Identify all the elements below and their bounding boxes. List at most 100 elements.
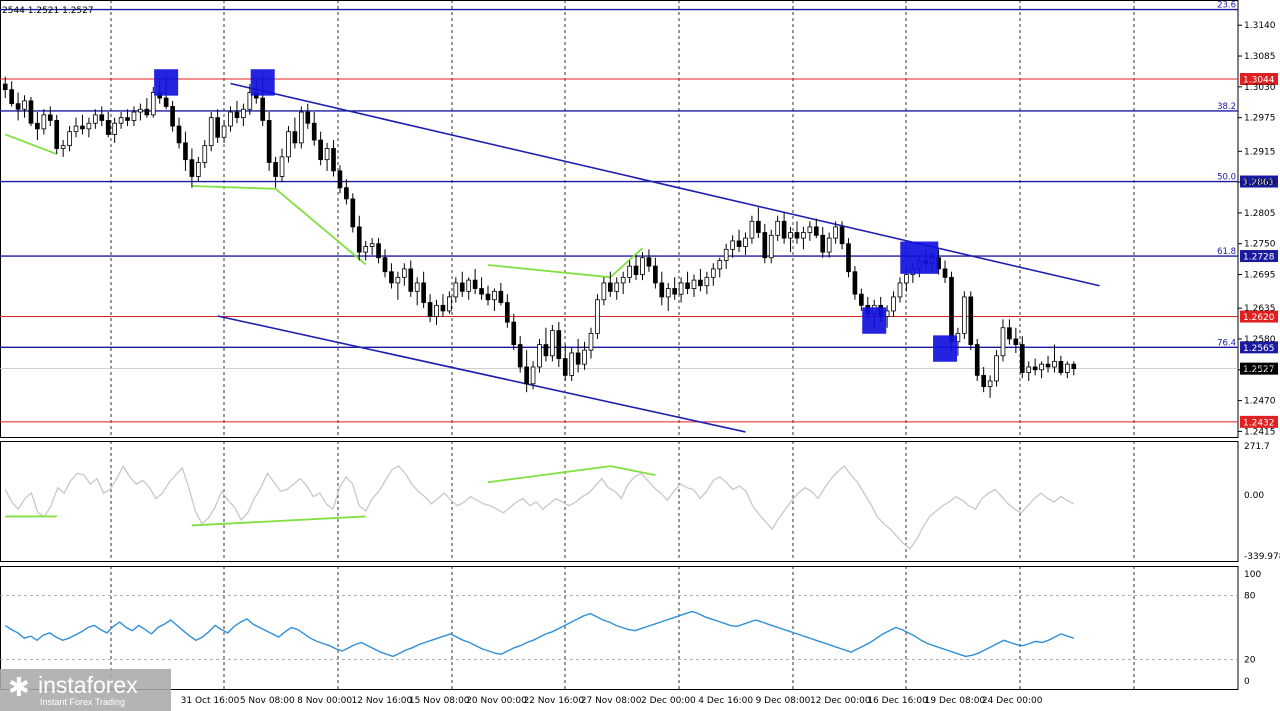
candle-body (653, 265, 658, 284)
candle-body (768, 234, 774, 259)
candle-body (286, 131, 291, 158)
candle-body (221, 125, 227, 138)
candle-body (691, 279, 697, 289)
candle-body (344, 187, 349, 200)
time-axis-label: 9 Dec 08:00 (756, 696, 811, 706)
price-tick-label: 1.3140 (1244, 21, 1276, 31)
logo-tagline: Instant Forex Trading (40, 697, 126, 707)
divergence-line (4, 133, 58, 155)
candle-body (22, 100, 27, 110)
candle-body (762, 232, 768, 259)
candle-body (672, 288, 678, 295)
candle-body (949, 276, 954, 343)
candle-body (981, 374, 986, 387)
candle-body (859, 293, 864, 306)
candle-body (369, 243, 375, 247)
candle-body (80, 125, 85, 130)
candle-body (60, 145, 66, 149)
candle-body (202, 145, 208, 163)
candle-body (665, 288, 671, 298)
candle-body (260, 97, 266, 121)
price-tick-label: 1.3030 (1244, 83, 1276, 93)
time-axis-label: 20 Nov 00:00 (466, 696, 527, 706)
candle-body (749, 220, 755, 239)
cci-divergence-line (191, 515, 366, 527)
candle-body (1039, 363, 1044, 371)
price-tick-label: 1.2860 (1244, 178, 1276, 188)
candle-body (550, 330, 555, 357)
cci-divergence-line (487, 465, 611, 484)
candle-body (826, 237, 832, 253)
candle-body (904, 274, 909, 284)
candle-body (67, 131, 72, 147)
candle-body (93, 114, 98, 124)
time-axis-label: 16 Dec 16:00 (867, 696, 928, 706)
current-price-label: 1.2527 (1243, 365, 1275, 375)
candle-body (28, 100, 34, 124)
time-axis-label: 12 Dec 00:00 (810, 696, 871, 706)
time-axis-label: 8 Nov 00:00 (297, 696, 352, 706)
ohlc-header: 2544 1.2521 1.2527 (2, 6, 94, 16)
candle-body (614, 282, 620, 292)
candle-body (208, 117, 214, 147)
candle-body (569, 352, 575, 376)
candle-body (376, 243, 381, 259)
time-axis-label: 15 Nov 08:00 (409, 696, 470, 706)
candle-body (813, 226, 819, 236)
current-price-badge (1240, 362, 1278, 375)
candle-body (440, 304, 446, 312)
price-tick-label: 1.2750 (1244, 240, 1276, 250)
logo-name: instaforex (38, 672, 138, 698)
time-axis-label: 31 Oct 16:00 (181, 696, 240, 706)
time-axis-label: 27 Nov 08:00 (581, 696, 642, 706)
candle-body (788, 232, 793, 239)
price-tick-label: 1.2470 (1244, 397, 1276, 407)
fib-badge (1240, 341, 1278, 354)
candle-body (389, 271, 394, 284)
candle-body (575, 352, 581, 365)
candle-body (170, 106, 175, 127)
candle-body (968, 296, 974, 345)
candle-body (1071, 363, 1077, 370)
candle-body (1065, 363, 1070, 373)
candle-body (466, 279, 472, 292)
candle-body (125, 117, 130, 121)
candle-body (1019, 344, 1025, 373)
candle-body (305, 111, 311, 124)
candle-body (434, 304, 439, 317)
candle-body (562, 358, 568, 376)
candle-body (131, 111, 137, 121)
candle-body (820, 234, 826, 253)
fib-level-label: 38.2 (1217, 102, 1236, 112)
candle-body (311, 122, 317, 141)
candle-body (582, 349, 587, 365)
candle-body (588, 332, 594, 351)
trend-line (217, 315, 746, 433)
candle-body (530, 366, 536, 385)
cci-divergence-line (610, 465, 656, 476)
candle-body (627, 265, 632, 278)
price-tick-label: 1.2525 (1244, 366, 1276, 376)
rsi-line (4, 610, 1075, 658)
candle-body (556, 330, 562, 359)
time-axis-label: 5 Nov 08:00 (240, 696, 295, 706)
candle-body (112, 122, 117, 135)
candle-body (479, 288, 484, 295)
candle-body (118, 117, 124, 124)
divergence-line (191, 185, 276, 190)
pane-frame (0, 566, 1239, 690)
candle-body (421, 282, 426, 303)
time-axis-label: 12 Nov 16:00 (352, 696, 413, 706)
candle-body (704, 276, 710, 287)
candle-body (453, 282, 459, 298)
candle-body (723, 248, 729, 261)
candle-body (1007, 327, 1012, 340)
candle-body (1000, 327, 1006, 357)
candle-body (640, 257, 645, 275)
candle-body (794, 232, 800, 239)
cci-tick-label: 0.00 (1244, 491, 1264, 501)
time-axis-label: 24 Dec 00:00 (982, 696, 1043, 706)
candle-body (511, 321, 517, 345)
candle-body (9, 89, 14, 105)
